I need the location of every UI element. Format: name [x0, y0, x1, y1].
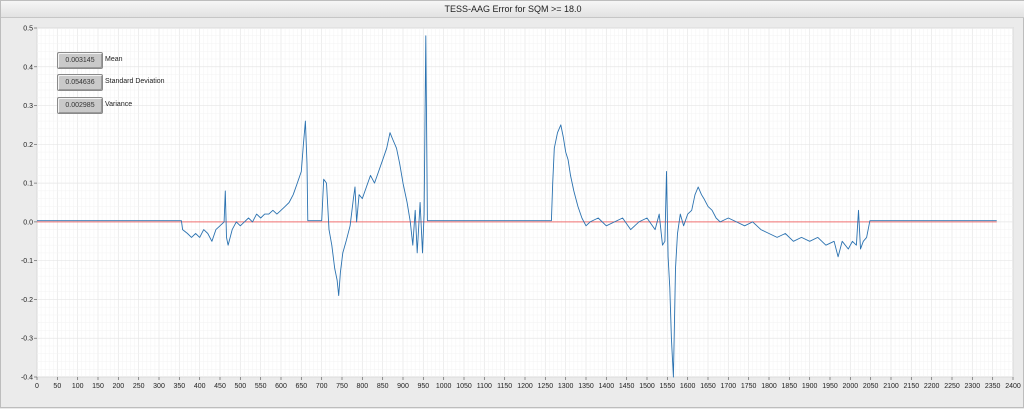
x-tick-label: 1000 — [436, 383, 452, 390]
x-tick-label: 150 — [92, 383, 104, 390]
std-dev-label: Standard Deviation — [105, 78, 165, 85]
x-tick-label: 650 — [295, 383, 307, 390]
x-tick-label: 1600 — [680, 383, 696, 390]
x-tick-label: 900 — [397, 383, 409, 390]
x-tick-label: 400 — [194, 383, 206, 390]
x-tick-label: 2250 — [944, 383, 960, 390]
y-tick-label: -0.2 — [21, 297, 33, 304]
x-tick-label: 2400 — [1005, 383, 1021, 390]
x-tick-label: 1800 — [761, 383, 777, 390]
x-tick-label: 850 — [377, 383, 389, 390]
x-tick-label: 1900 — [802, 383, 818, 390]
x-tick-label: 2350 — [985, 383, 1001, 390]
x-tick-label: 1200 — [517, 383, 533, 390]
x-tick-label: 550 — [255, 383, 267, 390]
x-tick-label: 50 — [53, 383, 61, 390]
y-tick-label: -0.4 — [21, 375, 33, 382]
x-tick-label: 600 — [275, 383, 287, 390]
x-tick-label: 1100 — [477, 383, 492, 390]
x-tick-label: 250 — [133, 383, 145, 390]
x-tick-label: 1700 — [721, 383, 737, 390]
x-tick-label: 0 — [35, 383, 39, 390]
x-tick-label: 500 — [234, 383, 246, 390]
y-tick-label: 0.1 — [23, 181, 33, 188]
x-tick-label: 2000 — [843, 383, 859, 390]
x-tick-label: 2150 — [904, 383, 920, 390]
variance-value-box: 0.002985 — [57, 97, 103, 114]
std-dev-value-box: 0.054636 — [57, 74, 103, 91]
x-tick-label: 1850 — [782, 383, 798, 390]
x-tick-label: 700 — [316, 383, 328, 390]
x-tick-label: 950 — [417, 383, 429, 390]
x-tick-label: 2050 — [863, 383, 879, 390]
x-tick-label: 100 — [72, 383, 84, 390]
error-series-line — [37, 35, 997, 378]
x-tick-label: 1400 — [599, 383, 615, 390]
y-axis: -0.4 -0.3 -0.2 -0.1 0.0 0.1 0.2 0.3 0.4 0.5 — [21, 26, 37, 382]
series-layer — [37, 35, 997, 378]
y-tick-label: -0.3 — [21, 336, 33, 343]
x-tick-label: 1350 — [578, 383, 594, 390]
x-tick-label: 200 — [112, 383, 124, 390]
mean-value-box: 0.003145 — [57, 52, 103, 69]
x-tick-label: 2100 — [883, 383, 899, 390]
x-tick-label: 1450 — [619, 383, 635, 390]
y-tick-label: 0.4 — [23, 64, 33, 71]
x-tick-label: 350 — [173, 383, 185, 390]
y-tick-label: 0.3 — [23, 103, 33, 110]
x-axis: 0 50 100 150 200 250 300 350 400 450 500 550 600 650 7… — [35, 377, 1021, 390]
grid — [36, 27, 1014, 378]
x-tick-label: 2300 — [965, 383, 981, 390]
x-tick-label: 1150 — [497, 383, 512, 390]
x-tick-label: 300 — [153, 383, 165, 390]
x-tick-label: 2200 — [924, 383, 940, 390]
x-tick-label: 1300 — [558, 383, 574, 390]
x-tick-label: 1550 — [660, 383, 676, 390]
mean-label: Mean — [105, 56, 123, 63]
y-tick-label: 0.0 — [23, 219, 33, 226]
x-tick-label: 450 — [214, 383, 226, 390]
x-tick-label: 1650 — [700, 383, 716, 390]
x-tick-label: 750 — [336, 383, 348, 390]
y-tick-label: 0.2 — [23, 142, 33, 149]
x-tick-label: 1250 — [538, 383, 554, 390]
y-tick-label: 0.5 — [23, 26, 33, 33]
x-tick-label: 800 — [356, 383, 368, 390]
x-tick-label: 1750 — [741, 383, 757, 390]
x-tick-label: 1500 — [639, 383, 655, 390]
x-tick-label: 1950 — [822, 383, 838, 390]
chart-title: TESS-AAG Error for SQM >= 18.0 — [1, 1, 1024, 18]
y-tick-label: -0.1 — [21, 258, 33, 265]
variance-label: Variance — [105, 101, 133, 108]
x-tick-label: 1050 — [456, 383, 472, 390]
